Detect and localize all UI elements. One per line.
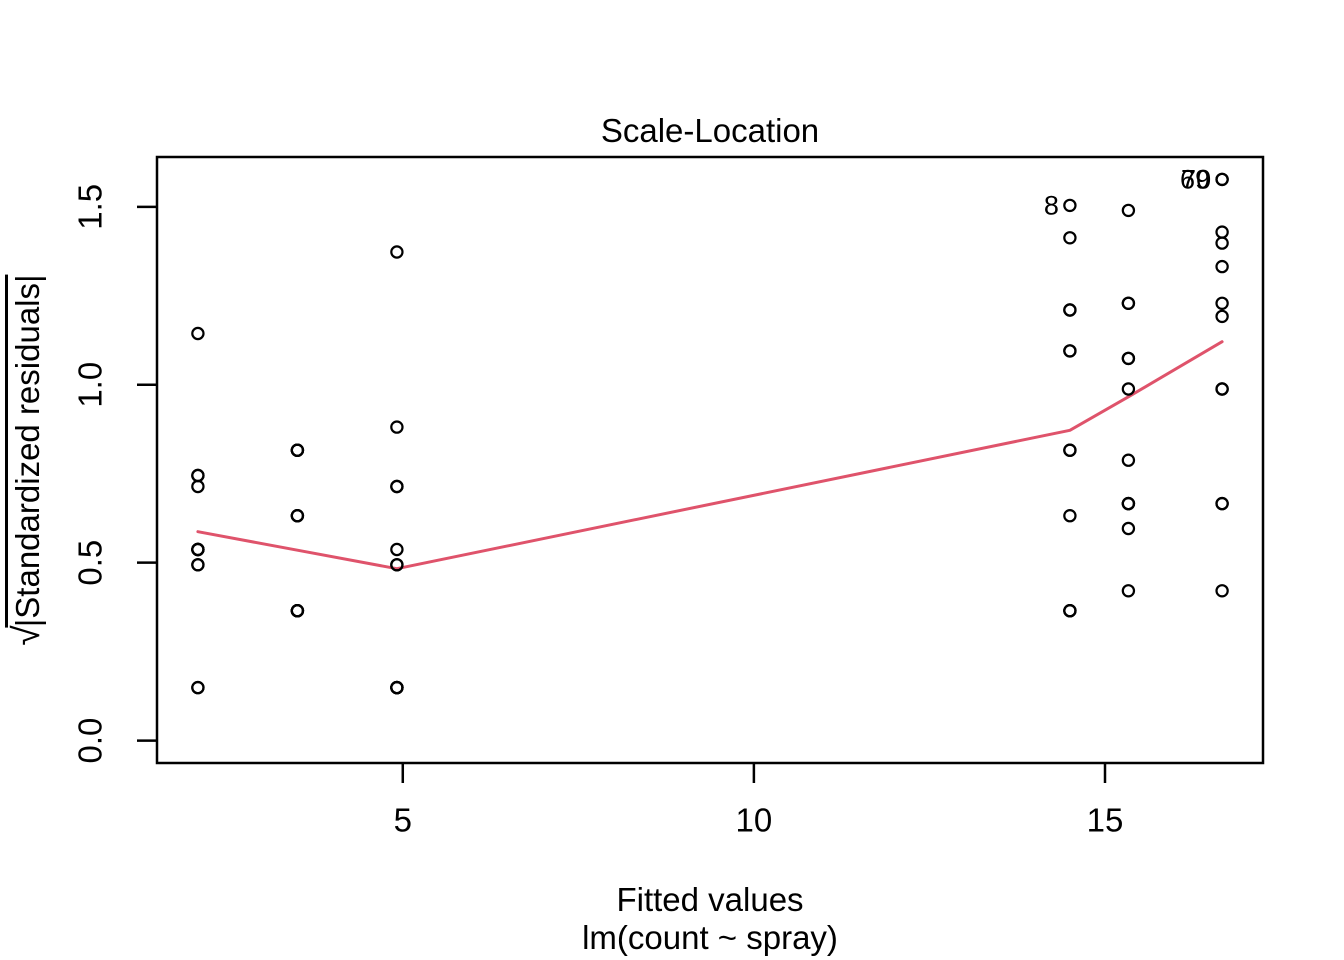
data-point [1215,496,1229,511]
data-point [191,680,205,695]
x-axis-tick-label: 10 [736,802,773,839]
data-point [290,443,305,457]
data-point [390,680,404,695]
data-point [1121,382,1136,396]
y-axis-tick-label: 1.5 [72,184,109,230]
x-axis-tick-label: 5 [394,802,412,839]
data-point [1215,382,1229,396]
data-point [191,479,205,494]
data-point [1121,351,1136,366]
y-axis-tick-label: 1.0 [72,362,109,408]
data-point [1215,309,1229,324]
y-axis-tick-label: 0.5 [72,540,109,586]
data-point [191,468,205,483]
data-point [1063,443,1077,457]
data-point [1121,453,1136,467]
data-point [1063,231,1077,245]
data-point [1063,509,1077,523]
data-point [390,245,404,259]
data-point [191,542,205,557]
data-point [390,542,404,557]
smoother-line [196,340,1224,571]
data-point [1215,236,1229,250]
data-point [1063,604,1077,618]
data-point [290,509,305,523]
point-label: 69 [1180,164,1210,194]
data-point [1121,521,1136,536]
data-point [290,604,305,618]
data-point [1121,296,1136,310]
x-axis-label: Fitted values [616,881,804,918]
data-point [191,326,205,341]
data-point [1215,259,1229,274]
y-axis-label-text: √|Standardized residuals| [5,274,48,646]
data-point [191,558,205,572]
y-axis-label-body: |Standardized residuals| [5,274,46,628]
data-point [1215,172,1229,187]
sqrt-radical-glyph: √ [6,625,47,646]
data-point [1121,203,1136,218]
plot-box [155,155,1265,765]
data-point [1215,296,1229,310]
data-point [390,558,404,572]
data-point [390,420,404,434]
chart-title: Scale-Location [600,112,820,149]
data-point [1121,584,1136,598]
y-axis-tick-label: 0.0 [72,718,109,764]
x-axis-tick-label: 15 [1087,802,1124,839]
data-point [1063,344,1077,358]
model-call-label: lm(count ~ spray) [582,919,838,956]
data-point [1121,496,1136,511]
data-point [390,479,404,494]
point-label: 8 [1044,190,1059,220]
data-point [1063,198,1077,213]
data-point [1063,303,1077,317]
data-point [1215,584,1229,598]
data-point [1215,225,1229,239]
point-label: 70 [1181,164,1211,194]
